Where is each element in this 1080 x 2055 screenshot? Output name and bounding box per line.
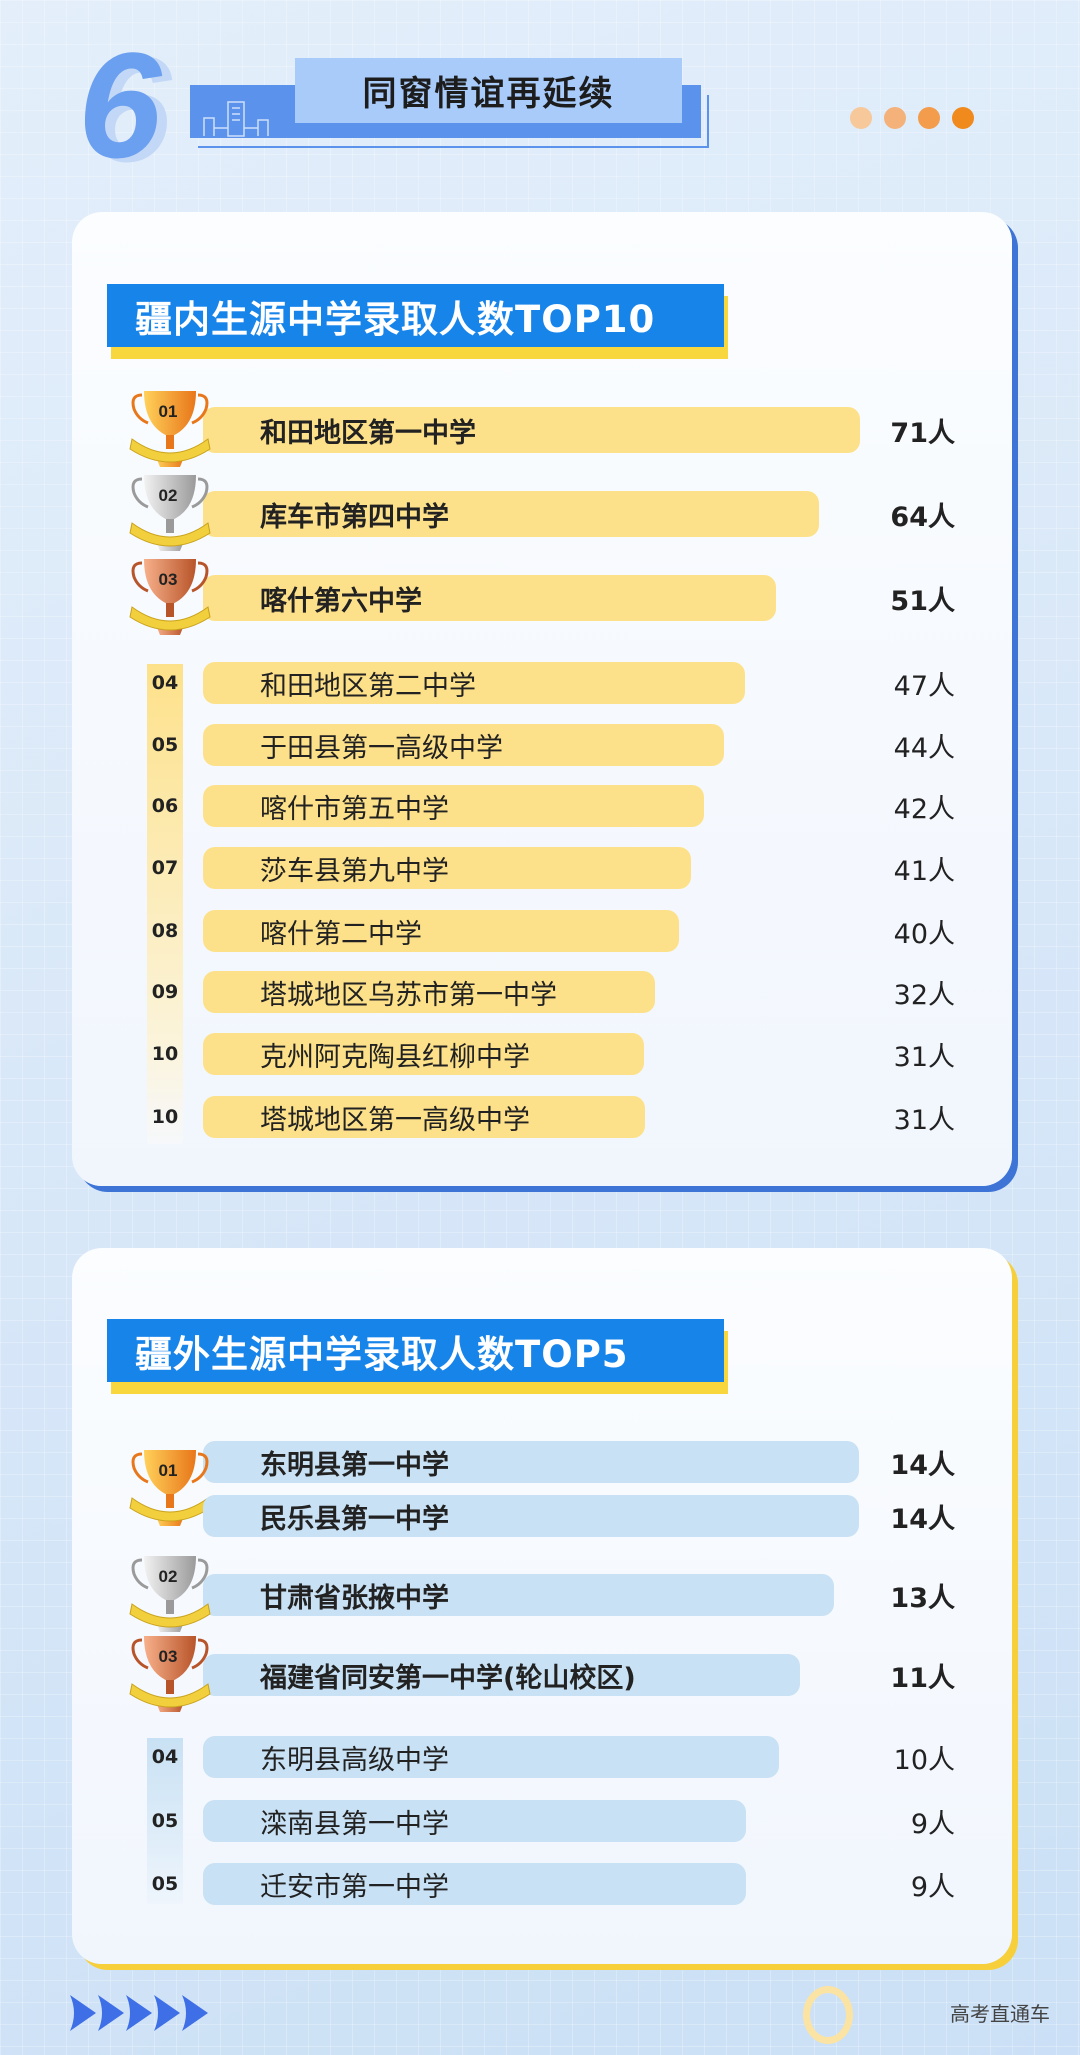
admit-count: 44人: [893, 732, 955, 764]
bar: [203, 1654, 800, 1696]
admit-count: 10人: [893, 1744, 955, 1776]
school-name: 东明县高级中学: [260, 1744, 449, 1776]
rank-strip: [147, 664, 183, 1144]
trophy-silver-icon: 02: [128, 471, 212, 557]
school-name: 甘肃省张掖中学: [260, 1582, 449, 1614]
svg-text:02: 02: [159, 1567, 178, 1586]
bar: [203, 1033, 644, 1075]
bar: [203, 971, 655, 1013]
bar: [203, 1495, 859, 1537]
admit-count: 51人: [890, 585, 955, 617]
dot-2: [884, 107, 906, 129]
bar: [203, 847, 691, 889]
school-name: 迁安市第一中学: [260, 1871, 449, 1903]
school-name: 福建省同安第一中学(轮山校区): [260, 1662, 636, 1694]
admit-count: 31人: [893, 1041, 955, 1073]
admit-count: 14人: [890, 1503, 955, 1535]
rank-number: 06: [151, 795, 179, 817]
rank-number: 08: [151, 920, 179, 942]
admit-count: 32人: [893, 979, 955, 1011]
school-name: 喀什第二中学: [260, 918, 422, 950]
rank-number: 09: [151, 981, 179, 1003]
trophy-gold-icon: 01: [128, 387, 212, 473]
school-name: 库车市第四中学: [260, 501, 449, 533]
admit-count: 71人: [890, 417, 955, 449]
school-name: 东明县第一中学: [260, 1449, 449, 1481]
admit-count: 42人: [893, 793, 955, 825]
section-number: 6: [78, 21, 162, 189]
outside-heading: 疆外生源中学录取人数TOP5: [107, 1319, 724, 1382]
bar: [203, 1574, 834, 1616]
bar: [203, 1441, 859, 1483]
admit-count: 9人: [910, 1808, 955, 1840]
rank-number: 10: [151, 1043, 179, 1065]
bar: [203, 491, 819, 537]
school-name: 塔城地区乌苏市第一中学: [260, 979, 557, 1011]
admit-count: 47人: [893, 670, 955, 702]
admit-count: 41人: [893, 855, 955, 887]
svg-text:03: 03: [159, 1647, 178, 1666]
bar: [203, 575, 776, 621]
title-outline: [198, 95, 709, 148]
brand-watermark: 高考直通车: [950, 2002, 1050, 2026]
admit-count: 40人: [893, 918, 955, 950]
svg-text:03: 03: [159, 570, 178, 589]
bar: [203, 407, 860, 453]
school-name: 喀什第六中学: [260, 585, 422, 617]
rank-strip: [147, 1738, 183, 1904]
rank-number: 07: [151, 857, 179, 879]
admit-count: 11人: [890, 1662, 955, 1694]
admit-count: 31人: [893, 1104, 955, 1136]
rank-number: 04: [151, 1746, 179, 1768]
rank-number: 04: [151, 672, 179, 694]
bar: [203, 662, 745, 704]
building-icon: [203, 101, 269, 137]
school-name: 于田县第一高级中学: [260, 732, 503, 764]
bar: [203, 724, 724, 766]
school-name: 民乐县第一中学: [260, 1503, 449, 1535]
school-name: 滦南县第一中学: [260, 1808, 449, 1840]
admit-count: 13人: [890, 1582, 955, 1614]
rank-number: 05: [151, 734, 179, 756]
xinjiang-heading: 疆内生源中学录取人数TOP10: [107, 284, 724, 347]
trophy-gold-icon: 01: [128, 1446, 212, 1532]
admit-count: 64人: [890, 501, 955, 533]
school-name: 莎车县第九中学: [260, 855, 449, 887]
page-title: 同窗情谊再延续: [295, 58, 682, 123]
svg-text:02: 02: [159, 486, 178, 505]
admit-count: 9人: [910, 1871, 955, 1903]
rank-number: 05: [151, 1810, 179, 1832]
bar: [203, 1800, 746, 1842]
bar: [203, 910, 679, 952]
svg-text:01: 01: [159, 1461, 178, 1480]
dot-4: [952, 107, 974, 129]
dot-3: [918, 107, 940, 129]
bar: [203, 1736, 779, 1778]
trophy-bronze-icon: 03: [128, 1632, 212, 1718]
school-name: 和田地区第二中学: [260, 670, 476, 702]
bar: [203, 785, 704, 827]
arrows-icon: [70, 1995, 208, 2031]
school-name: 和田地区第一中学: [260, 417, 476, 449]
bar: [203, 1863, 746, 1905]
bar: [203, 1096, 645, 1138]
trophy-silver-icon: 02: [128, 1552, 212, 1638]
rank-number: 05: [151, 1873, 179, 1895]
school-name: 克州阿克陶县红柳中学: [260, 1041, 530, 1073]
school-name: 喀什市第五中学: [260, 793, 449, 825]
admit-count: 14人: [890, 1449, 955, 1481]
school-name: 塔城地区第一高级中学: [260, 1104, 530, 1136]
trophy-bronze-icon: 03: [128, 555, 212, 641]
ring-decoration: [803, 1986, 853, 2044]
dot-1: [850, 107, 872, 129]
rank-number: 10: [151, 1106, 179, 1128]
svg-text:01: 01: [159, 402, 178, 421]
